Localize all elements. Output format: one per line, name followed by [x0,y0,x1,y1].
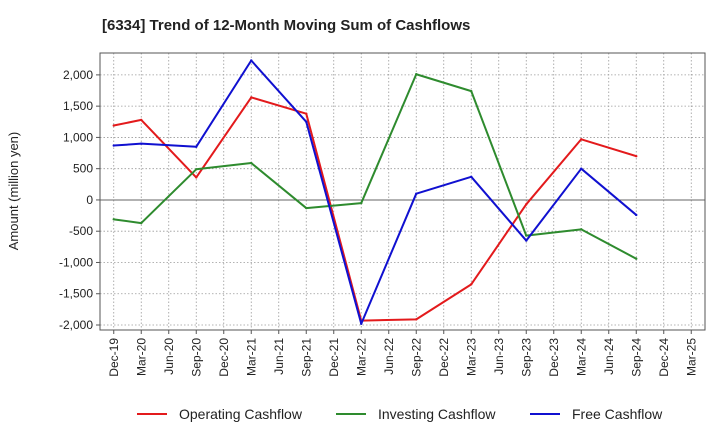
x-tick-label: Dec-23 [547,338,561,377]
y-axis-ticks: -2,000 -1,500 -1,000 -500 0 500 1,000 1,500 2,00… [59,68,100,332]
data-point [415,73,418,76]
x-tick-label: Mar-24 [574,338,588,376]
data-point [580,228,583,231]
data-point [140,221,143,225]
legend-label: Operating Cashflow [179,406,303,422]
data-point [470,89,473,93]
data-point [195,145,198,148]
data-point [470,283,473,286]
legend-label: Free Cashflow [572,406,663,422]
data-point [305,112,308,115]
y-axis-label: Amount (million yen) [6,132,21,251]
data-point [112,218,115,221]
y-tick-label: -2,000 [59,318,93,332]
x-tick-label: Dec-24 [657,338,671,377]
data-point [580,138,583,141]
grid-lines [100,53,705,330]
legend: Operating Cashflow Investing Cashflow Free… [137,406,663,422]
data-point [250,96,253,99]
data-point [250,59,253,62]
data-point [140,142,143,145]
x-tick-label: Jun-23 [492,338,506,375]
data-point [635,154,638,158]
y-tick-label: -500 [69,224,93,238]
x-tick-label: Sep-21 [299,338,313,377]
data-point [112,144,115,147]
y-tick-label: -1,500 [59,287,93,301]
x-tick-label: Jun-24 [602,338,616,375]
data-point [305,206,308,210]
x-tick-label: Mar-25 [684,338,698,376]
y-tick-label: 1,500 [63,99,93,113]
x-tick-label: Sep-24 [629,338,643,377]
chart-title: [6334] Trend of 12-Month Moving Sum of C… [102,17,470,34]
x-tick-label: Sep-20 [189,338,203,377]
data-point [470,175,473,179]
x-tick-label: Dec-22 [437,338,451,377]
x-tick-label: Dec-19 [107,338,121,377]
data-point [360,201,363,205]
plot-frame [99,52,706,331]
y-tick-label: -1,000 [59,255,93,269]
x-tick-label: Sep-23 [519,338,533,377]
x-tick-label: Mar-20 [134,338,148,376]
data-point [140,118,143,122]
data-point [195,176,198,179]
data-point [580,167,583,170]
x-tick-label: Jun-22 [382,338,396,375]
data-point [305,120,308,123]
y-tick-label: 1,000 [63,130,93,144]
x-tick-label: Dec-20 [217,338,231,377]
legend-label: Investing Cashflow [378,406,496,422]
y-tick-label: 0 [86,193,93,207]
x-tick-label: Sep-22 [409,338,423,377]
data-point [360,322,363,325]
data-point [415,192,418,195]
data-point [525,239,528,242]
data-point [112,124,115,127]
x-tick-label: Mar-23 [464,338,478,376]
y-tick-label: 2,000 [63,68,93,82]
data-point [525,234,528,237]
x-axis-ticks: Dec-19 Mar-20 Jun-20 Sep-20 Dec-20 Mar-21 Jun-… [107,330,698,377]
data-point [415,318,418,321]
x-tick-label: Dec-21 [327,338,341,377]
data-point [525,203,528,206]
data-point [635,257,638,260]
data-point [195,168,198,171]
data-point [635,213,638,217]
x-tick-label: Jun-20 [162,338,176,375]
data-point [250,161,253,165]
series-line-operating-cashflow [113,96,637,322]
y-tick-label: 500 [73,162,93,176]
x-tick-label: Mar-21 [244,338,258,376]
series-line-free-cashflow [113,59,637,325]
x-tick-label: Mar-22 [354,338,368,376]
x-tick-label: Jun-21 [272,338,286,375]
series-lines [112,59,638,325]
